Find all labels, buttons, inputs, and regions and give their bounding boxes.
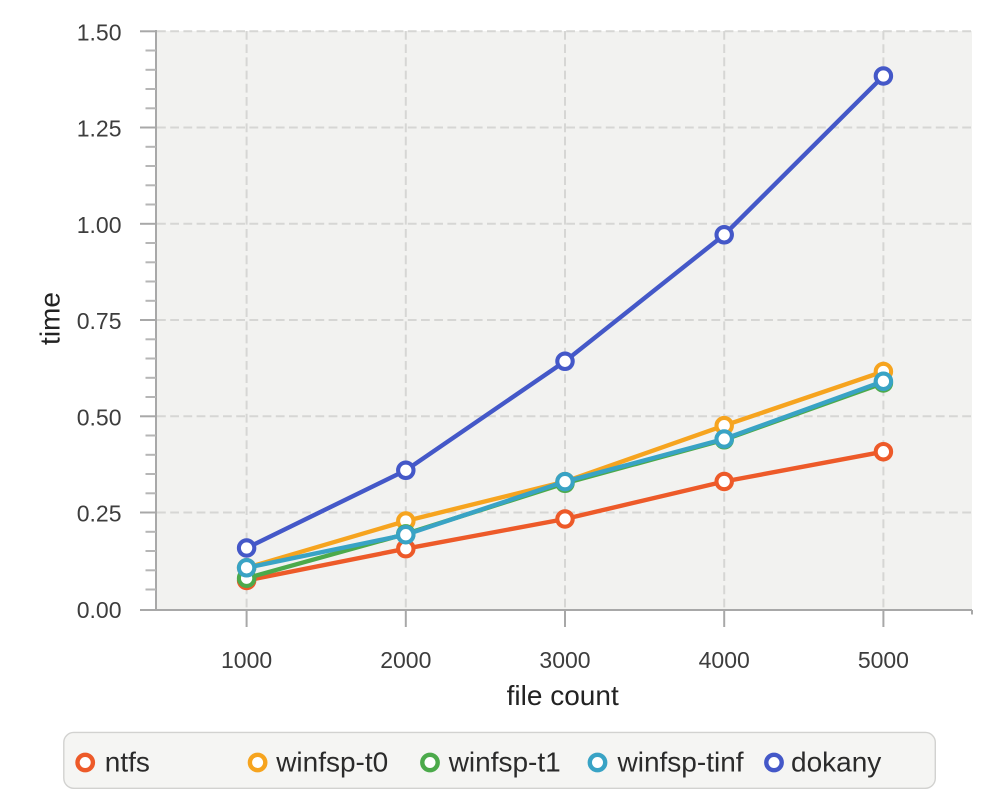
svg-text:winfsp-tinf: winfsp-tinf	[617, 746, 744, 777]
svg-text:1.50: 1.50	[77, 19, 122, 45]
svg-text:1.25: 1.25	[77, 116, 122, 142]
svg-text:0.00: 0.00	[77, 597, 122, 623]
svg-text:5000: 5000	[858, 647, 909, 673]
svg-text:winfsp-t0: winfsp-t0	[275, 746, 388, 777]
svg-text:1000: 1000	[221, 647, 272, 673]
svg-text:dokany: dokany	[791, 746, 881, 777]
svg-text:winfsp-t1: winfsp-t1	[448, 746, 561, 777]
svg-text:0.75: 0.75	[77, 308, 122, 334]
svg-text:file count: file count	[507, 680, 619, 711]
svg-text:1.00: 1.00	[77, 212, 122, 238]
svg-text:0.25: 0.25	[77, 501, 122, 527]
svg-text:3000: 3000	[539, 647, 590, 673]
svg-text:4000: 4000	[699, 647, 750, 673]
svg-text:0.50: 0.50	[77, 404, 122, 430]
svg-text:time: time	[35, 292, 66, 345]
svg-text:2000: 2000	[380, 647, 431, 673]
svg-text:ntfs: ntfs	[105, 746, 150, 777]
